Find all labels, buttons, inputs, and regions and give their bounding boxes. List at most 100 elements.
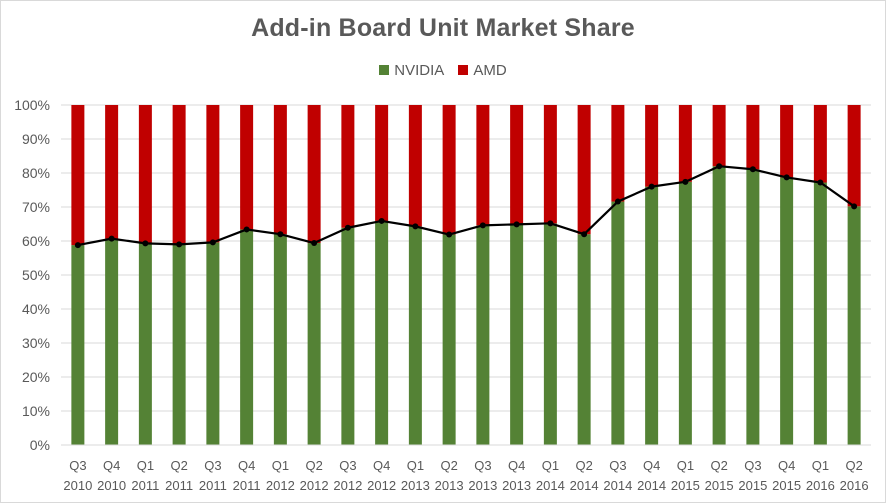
bar-amd: [712, 105, 726, 167]
bar-nvidia: [240, 229, 254, 445]
bar-nvidia: [172, 244, 186, 445]
trend-point: [209, 239, 216, 246]
bar-nvidia: [780, 177, 794, 446]
x-tick-label-year: 2013: [435, 478, 464, 493]
x-tick-label-quarter: Q4: [238, 458, 255, 473]
trend-point: [243, 226, 250, 233]
bar-nvidia: [341, 227, 355, 445]
x-tick-label-year: 2015: [671, 478, 700, 493]
bar-amd: [510, 105, 524, 225]
x-tick-label-quarter: Q1: [407, 458, 424, 473]
y-tick-label: 90%: [22, 131, 50, 147]
y-tick-label: 0%: [30, 437, 50, 453]
bar-nvidia: [408, 226, 422, 445]
trend-point: [344, 224, 351, 231]
x-tick-label-year: 2011: [233, 478, 261, 493]
x-tick-label-year: 2012: [367, 478, 396, 493]
bar-amd: [105, 105, 119, 239]
x-tick-label-year: 2010: [97, 478, 126, 493]
x-tick-label-quarter: Q3: [609, 458, 626, 473]
x-tick-label-year: 2014: [536, 478, 565, 493]
x-tick-label-year: 2015: [772, 478, 801, 493]
trend-point: [851, 203, 858, 210]
bar-amd: [375, 105, 389, 221]
x-tick-label-quarter: Q2: [440, 458, 457, 473]
y-tick-label: 70%: [22, 199, 50, 215]
legend-item-nvidia: NVIDIA: [379, 62, 444, 79]
legend-label-amd: AMD: [473, 62, 507, 79]
x-tick-label-quarter: Q4: [373, 458, 390, 473]
x-tick-label-quarter: Q1: [272, 458, 289, 473]
bar-nvidia: [813, 182, 827, 445]
trend-point: [817, 179, 824, 186]
bar-amd: [273, 105, 287, 235]
bar-amd: [206, 105, 220, 243]
trend-line: [77, 165, 855, 247]
x-tick-label-quarter: Q1: [677, 458, 694, 473]
x-tick-label-year: 2013: [468, 478, 497, 493]
bar-amd: [577, 105, 591, 235]
x-tick-label-year: 2011: [165, 478, 193, 493]
trend-point: [479, 222, 486, 229]
bar-nvidia: [476, 225, 490, 445]
trend-point: [783, 174, 790, 181]
trend-point: [142, 240, 149, 247]
trend-point: [311, 240, 318, 247]
x-tick-label-year: 2013: [502, 478, 531, 493]
x-tick-label-year: 2013: [401, 478, 430, 493]
y-tick-label: 100%: [14, 97, 50, 113]
bar-amd: [476, 105, 490, 226]
chart-title: Add-in Board Unit Market Share: [251, 14, 635, 42]
bar-nvidia: [138, 243, 152, 445]
legend-swatch-nvidia: [379, 65, 390, 75]
bar-nvidia: [307, 243, 321, 445]
x-tick-label-quarter: Q4: [643, 458, 660, 473]
bar-amd: [645, 105, 659, 187]
bar-amd: [780, 105, 794, 178]
bar-nvidia: [510, 224, 524, 445]
y-tick-label: 30%: [22, 335, 50, 351]
trend-point: [74, 242, 81, 249]
trend-point: [378, 217, 385, 224]
bar-amd: [847, 105, 861, 207]
bar-nvidia: [577, 234, 591, 445]
bar-nvidia: [375, 220, 389, 445]
x-tick-label-year: 2012: [333, 478, 362, 493]
bar-amd: [138, 105, 152, 244]
trend-point: [581, 231, 588, 238]
bar-amd: [543, 105, 557, 224]
x-tick-label-year: 2011: [131, 478, 159, 493]
x-tick-label-quarter: Q2: [575, 458, 592, 473]
y-tick-label: 10%: [22, 403, 50, 419]
bar-nvidia: [543, 223, 557, 445]
x-tick-label-quarter: Q3: [474, 458, 491, 473]
trend-point: [547, 220, 554, 227]
x-tick-label-year: 2016: [806, 478, 835, 493]
trend-point: [108, 235, 115, 242]
bar-amd: [307, 105, 321, 244]
bar-nvidia: [71, 245, 85, 445]
bar-amd: [408, 105, 422, 227]
x-tick-label-quarter: Q4: [778, 458, 795, 473]
x-tick-label-year: 2014: [603, 478, 632, 493]
x-tick-label-year: 2015: [738, 478, 767, 493]
trend-point: [513, 221, 520, 228]
trend-point: [716, 163, 723, 170]
y-tick-label: 50%: [22, 267, 50, 283]
bar-nvidia: [611, 201, 625, 445]
bar-amd: [172, 105, 186, 245]
x-tick-label-quarter: Q2: [710, 458, 727, 473]
bar-nvidia: [442, 234, 456, 445]
trend-point: [749, 166, 756, 173]
x-tick-label-quarter: Q4: [508, 458, 525, 473]
bar-nvidia: [678, 181, 692, 445]
x-tick-label-year: 2014: [570, 478, 599, 493]
bar-nvidia: [645, 186, 659, 445]
bar-amd: [813, 105, 827, 183]
y-tick-label: 80%: [22, 165, 50, 181]
bar-amd: [442, 105, 456, 235]
trend-point: [277, 231, 284, 238]
trend-point: [176, 241, 183, 248]
x-tick-label-quarter: Q3: [744, 458, 761, 473]
bar-nvidia: [273, 234, 287, 445]
